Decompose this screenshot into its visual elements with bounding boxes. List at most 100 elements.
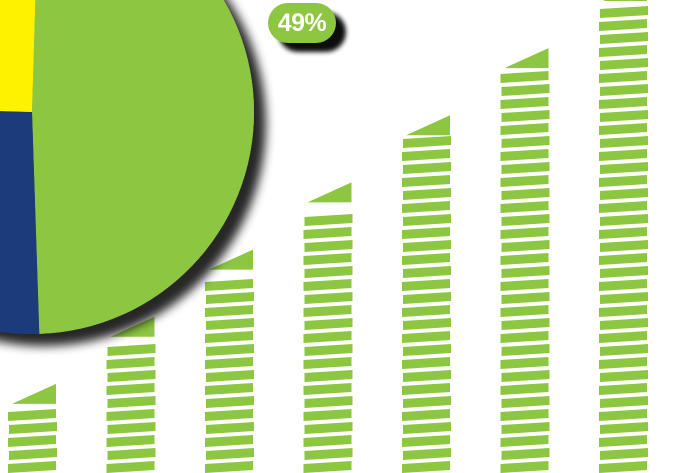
bar-stripe xyxy=(403,266,451,278)
bar-stripe xyxy=(205,383,253,395)
bar-stripe xyxy=(403,136,451,148)
bar-stripe xyxy=(501,188,550,200)
bar-stripe xyxy=(303,279,352,291)
bar-stripe xyxy=(500,123,549,135)
bar-stripe xyxy=(304,422,353,434)
bar-stripe xyxy=(600,292,648,304)
bar-column xyxy=(8,383,57,473)
bar-stripe xyxy=(599,383,647,395)
bar-stripe xyxy=(205,357,253,369)
bar-stripe xyxy=(599,175,647,187)
bar-stripe xyxy=(600,422,648,434)
bar-stripe xyxy=(599,331,647,343)
bar-stripe xyxy=(304,344,353,356)
bar-stripe xyxy=(500,175,549,187)
bar-stripe xyxy=(600,84,648,96)
bar-stripe xyxy=(403,344,451,356)
bar-stripe xyxy=(599,201,647,213)
bar-cap xyxy=(603,0,647,1)
bar-stripe xyxy=(600,6,648,18)
bar-stripe xyxy=(500,201,549,213)
bar-stripe xyxy=(304,448,353,460)
striped-bar-series xyxy=(8,0,648,473)
bar-stripe xyxy=(501,370,550,382)
bar-stripe xyxy=(402,357,450,369)
bar-stripe xyxy=(599,435,647,447)
bar-stripe xyxy=(501,214,550,226)
pie-slice xyxy=(0,111,40,334)
bar-stripe xyxy=(402,227,450,239)
bar-stripe xyxy=(600,240,648,252)
bar-stripe xyxy=(599,97,647,109)
bar-stripe xyxy=(303,253,352,265)
bar-stripe xyxy=(600,448,648,460)
bar-stripe xyxy=(600,266,648,278)
bar-stripe xyxy=(206,344,254,356)
bar-column xyxy=(599,0,648,473)
bar-stripe xyxy=(206,396,254,408)
bar-column xyxy=(106,316,156,473)
bar-stripe xyxy=(501,240,550,252)
bar-stripe xyxy=(206,448,254,460)
bar-stripe xyxy=(500,71,549,83)
bar-stripe xyxy=(107,396,156,408)
bar-stripe xyxy=(501,266,550,278)
bar-stripe xyxy=(599,149,647,161)
bar-stripe xyxy=(303,331,352,343)
bar-stripe xyxy=(206,292,254,304)
bar-stripe xyxy=(304,214,353,226)
bar-stripe xyxy=(501,448,550,460)
bar-stripe xyxy=(106,461,155,473)
bar-column xyxy=(303,182,353,473)
bar-stripe xyxy=(206,370,254,382)
bar-stripe xyxy=(501,318,550,330)
bar-stripe xyxy=(402,383,450,395)
bar-stripe xyxy=(500,149,549,161)
bar-stripe xyxy=(500,435,549,447)
bar-stripe xyxy=(500,97,549,109)
bar-stripe xyxy=(205,461,253,473)
bar-stripe xyxy=(403,188,451,200)
bar-stripe xyxy=(500,409,549,421)
bar-stripe xyxy=(106,357,155,369)
pie-chart xyxy=(0,0,254,334)
bar-cap xyxy=(406,115,450,136)
bar-stripe xyxy=(403,422,451,434)
bar-stripe xyxy=(501,292,550,304)
bar-stripe xyxy=(8,409,56,421)
bar-stripe xyxy=(303,227,352,239)
bar-stripe xyxy=(402,253,450,265)
bar-stripe xyxy=(600,110,648,122)
bar-stripe xyxy=(600,136,648,148)
bar-stripe xyxy=(206,318,254,330)
bar-stripe xyxy=(403,162,451,174)
bar-stripe xyxy=(106,435,155,447)
bar-stripe xyxy=(600,344,648,356)
bar-stripe xyxy=(205,279,253,291)
bar-column xyxy=(205,249,254,473)
bar-stripe xyxy=(107,422,156,434)
bar-stripe xyxy=(600,214,648,226)
bar-stripe xyxy=(500,461,549,473)
bar-stripe xyxy=(106,409,155,421)
bar-stripe xyxy=(304,318,353,330)
bar-stripe xyxy=(501,422,550,434)
bar-stripe xyxy=(206,422,254,434)
bar-stripe xyxy=(402,149,450,161)
bar-cap xyxy=(307,182,352,203)
bar-stripe xyxy=(501,344,550,356)
pie-percent-label: 49% xyxy=(268,3,336,43)
bar-stripe xyxy=(402,279,450,291)
bar-stripe xyxy=(106,383,155,395)
bar-stripe xyxy=(600,318,648,330)
bar-stripe xyxy=(403,214,451,226)
bar-stripe xyxy=(501,84,550,96)
bar-stripe xyxy=(303,461,352,473)
bar-stripe xyxy=(501,396,550,408)
bar-stripe xyxy=(205,409,253,421)
bar-stripe xyxy=(402,175,450,187)
bar-stripe xyxy=(303,305,352,317)
bar-stripe xyxy=(107,370,156,382)
pie-slice xyxy=(0,0,36,112)
bar-cap xyxy=(504,48,549,69)
